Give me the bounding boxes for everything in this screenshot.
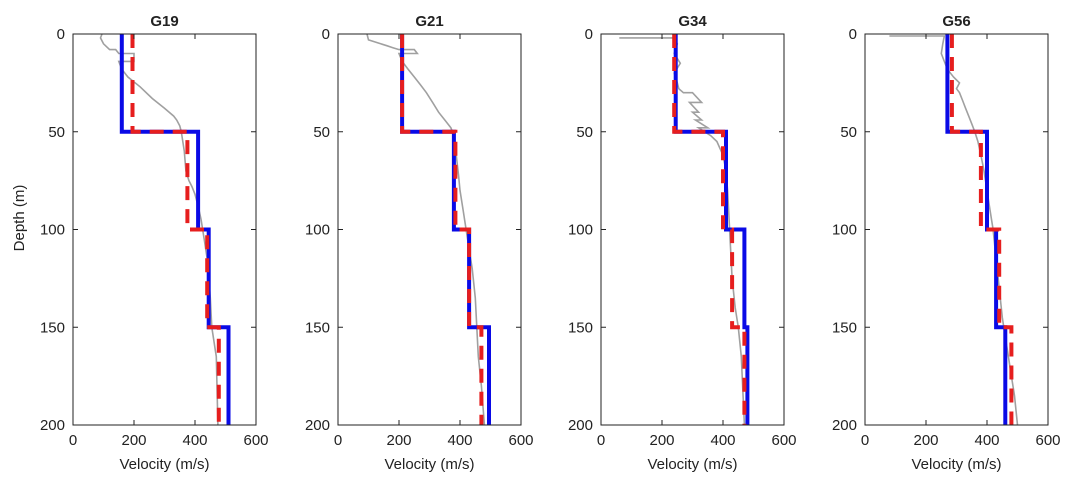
series-line-solid-blue — [119, 34, 231, 425]
x-axis-label: Velocity (m/s) — [647, 456, 737, 473]
series-line-solid-blue — [400, 34, 491, 425]
x-tick-label: 400 — [974, 432, 999, 449]
y-tick-label: 50 — [48, 124, 65, 141]
y-tick-label: 200 — [568, 417, 593, 434]
y-tick-label: 200 — [40, 417, 65, 434]
panel-title: G56 — [942, 13, 970, 30]
x-tick-label: 200 — [121, 432, 146, 449]
panel-title: G34 — [678, 13, 707, 30]
y-tick-label: 100 — [832, 222, 857, 239]
x-tick-label: 400 — [182, 432, 207, 449]
axes-frame — [864, 33, 1049, 426]
x-axis-label: Velocity (m/s) — [119, 456, 209, 473]
y-tick-label: 100 — [568, 222, 593, 239]
x-axis-label: Velocity (m/s) — [384, 456, 474, 473]
x-tick-label: 400 — [710, 432, 735, 449]
y-tick-label: 150 — [832, 319, 857, 336]
y-tick-label: 100 — [40, 222, 65, 239]
y-tick-label: 150 — [40, 319, 65, 336]
figure-ylabel: Depth (m) — [11, 185, 28, 252]
x-tick-label: 0 — [597, 432, 605, 449]
x-axis-label: Velocity (m/s) — [911, 456, 1001, 473]
series-line-dashed-red — [949, 34, 1014, 425]
y-tick-label: 0 — [322, 26, 330, 43]
x-tick-label: 600 — [243, 432, 268, 449]
y-tick-label: 0 — [585, 26, 593, 43]
x-tick-label: 200 — [386, 432, 411, 449]
x-tick-label: 600 — [771, 432, 796, 449]
y-tick-label: 50 — [840, 124, 857, 141]
y-tick-label: 200 — [832, 417, 857, 434]
x-tick-label: 200 — [649, 432, 674, 449]
x-tick-label: 600 — [1035, 432, 1060, 449]
x-tick-label: 400 — [447, 432, 472, 449]
axes-frame — [337, 33, 522, 426]
y-tick-label: 50 — [576, 124, 593, 141]
x-tick-label: 0 — [69, 432, 77, 449]
y-tick-label: 0 — [849, 26, 857, 43]
y-tick-label: 150 — [305, 319, 330, 336]
panel-title: G21 — [415, 13, 443, 30]
x-tick-label: 0 — [334, 432, 342, 449]
y-tick-label: 100 — [305, 222, 330, 239]
series-line-dashed-red — [130, 34, 221, 425]
x-tick-label: 200 — [913, 432, 938, 449]
series-line-dashed-red — [400, 34, 484, 425]
y-tick-label: 0 — [57, 26, 65, 43]
y-tick-label: 200 — [305, 417, 330, 434]
series-line-dashed-red — [672, 34, 747, 425]
series-line-thin-gray — [99, 33, 219, 426]
x-tick-label: 600 — [508, 432, 533, 449]
x-tick-label: 0 — [861, 432, 869, 449]
y-tick-label: 150 — [568, 319, 593, 336]
series-line-solid-blue — [673, 34, 750, 425]
y-tick-label: 50 — [313, 124, 330, 141]
panel-title: G19 — [150, 13, 178, 30]
